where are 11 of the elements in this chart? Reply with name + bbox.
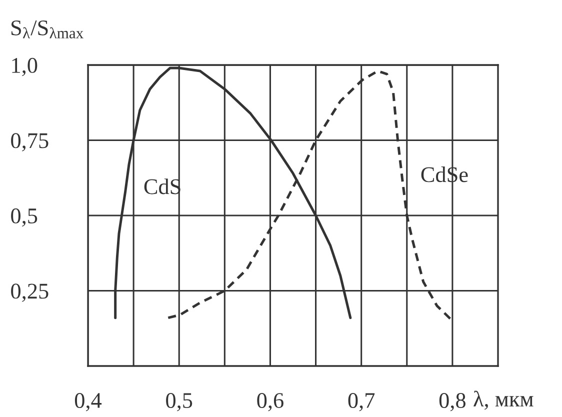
x-tick-label: 0,4 <box>74 393 102 412</box>
y-tick-label: 0,75 <box>11 133 48 152</box>
y-axis-title: S$_{λ}$/S$_{λmax}$ <box>11 20 84 38</box>
x-tick-label: 0,7 <box>348 393 375 412</box>
y-tick-label: 1,0 <box>12 58 38 76</box>
y-tick-label: 0,5 <box>11 208 38 227</box>
y-tick-label: 0,25 <box>11 284 48 302</box>
x-tick-label: 0,5 <box>166 393 192 412</box>
x-axis-title: λ, мкм <box>474 390 534 410</box>
x-tick-label: 0,6 <box>257 393 284 412</box>
x-tick-label: 0,8 <box>439 393 466 412</box>
